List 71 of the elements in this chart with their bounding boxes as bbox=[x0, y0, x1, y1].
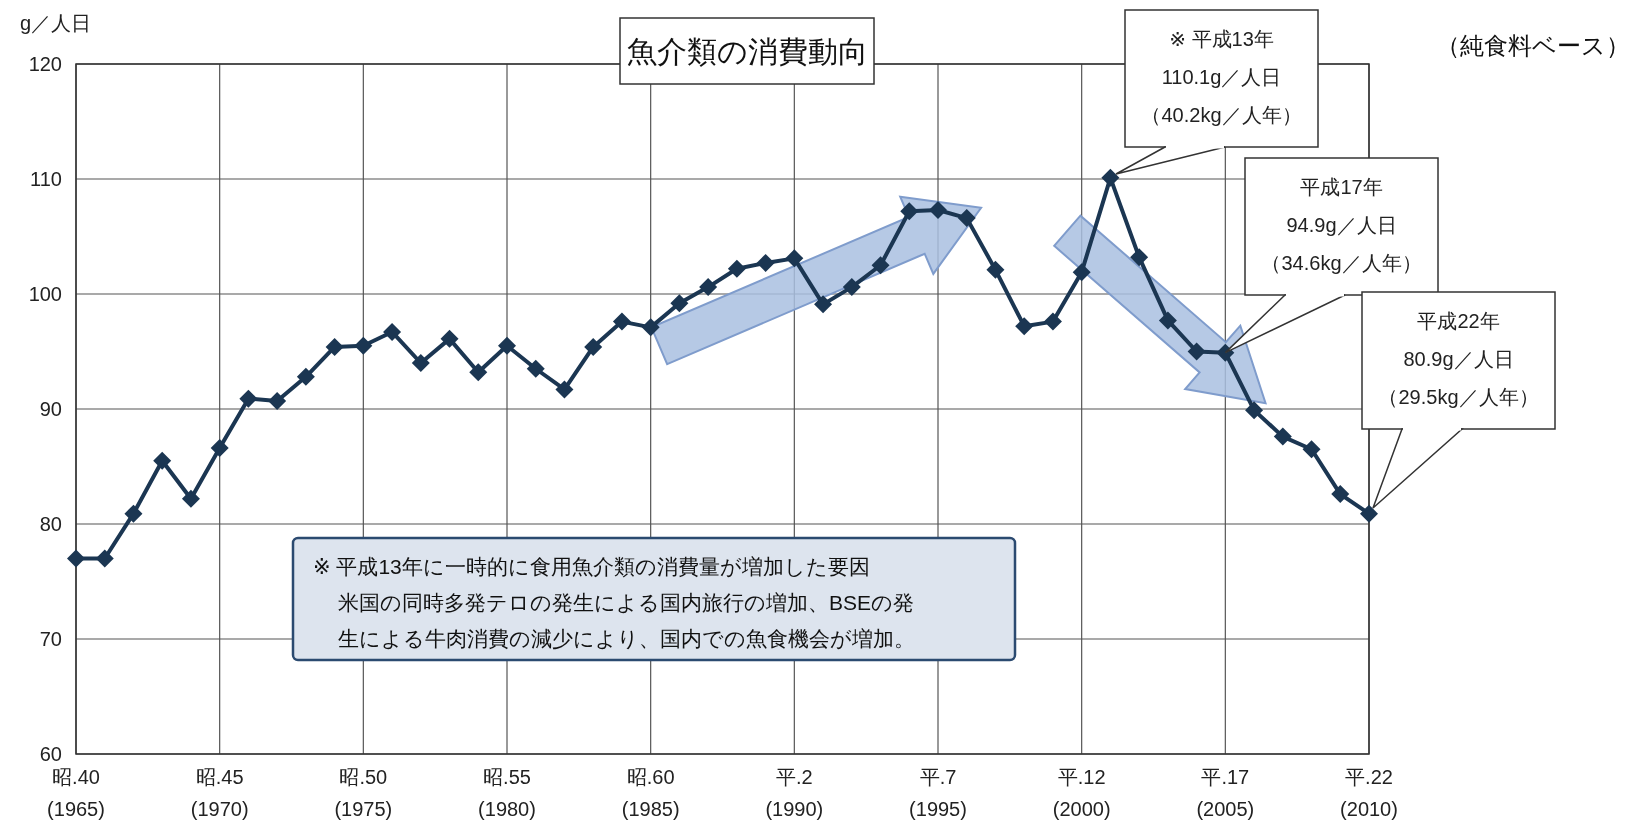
point bbox=[612, 312, 631, 331]
y-tick-label: 120 bbox=[28, 53, 62, 75]
point bbox=[383, 322, 402, 341]
x-tick-label: 平.2 (1990) bbox=[765, 766, 824, 820]
point bbox=[239, 389, 258, 408]
point bbox=[1331, 485, 1350, 504]
y-tick-label: 110 bbox=[30, 168, 62, 190]
text: （純食料ベース） bbox=[1436, 32, 1630, 59]
x-tick-label: 昭.55 (1980) bbox=[478, 766, 536, 820]
point bbox=[325, 337, 344, 356]
point bbox=[1130, 248, 1149, 267]
annotation: ※ 平成13年110.1g／人日（40.2kg／人年） bbox=[1141, 28, 1302, 126]
point bbox=[871, 256, 890, 275]
point bbox=[124, 504, 143, 523]
y-tick-label: 100 bbox=[28, 283, 62, 305]
x-tick-label: 昭.50 (1975) bbox=[334, 766, 393, 820]
y-tick-label: 90 bbox=[39, 398, 62, 420]
point bbox=[411, 354, 430, 372]
point bbox=[153, 451, 172, 470]
point bbox=[268, 391, 287, 410]
point bbox=[210, 439, 229, 458]
x-tick-label: 昭.60 (1985) bbox=[621, 766, 680, 820]
point bbox=[929, 201, 947, 220]
point bbox=[670, 294, 689, 313]
point bbox=[957, 209, 976, 228]
text: 平成22年80.9g／人日（29.5kg／人年） bbox=[1378, 310, 1539, 408]
y-tick-label: 80 bbox=[39, 513, 62, 535]
point bbox=[440, 329, 459, 348]
point bbox=[555, 380, 574, 399]
point bbox=[727, 259, 746, 278]
x-tick-label: 平.22 (2010) bbox=[1340, 766, 1398, 820]
point bbox=[498, 336, 516, 355]
point bbox=[1072, 263, 1091, 282]
point bbox=[1101, 168, 1120, 187]
point bbox=[756, 253, 775, 272]
point bbox=[1158, 311, 1177, 330]
point bbox=[699, 278, 718, 297]
point bbox=[1302, 440, 1321, 459]
x-tick-label: 平.17 (2005) bbox=[1196, 766, 1255, 820]
y-tick-label: 60 bbox=[39, 743, 62, 765]
point bbox=[296, 367, 315, 386]
point bbox=[526, 359, 545, 378]
chart-title: 魚介類の消費動向 bbox=[626, 35, 868, 68]
x-tick-label: 平.7 (1995) bbox=[909, 766, 967, 820]
point bbox=[67, 549, 85, 568]
point bbox=[354, 336, 373, 355]
point bbox=[641, 318, 660, 337]
point bbox=[1043, 312, 1062, 331]
point bbox=[584, 337, 603, 356]
point bbox=[1360, 504, 1378, 523]
point bbox=[1187, 342, 1206, 361]
point bbox=[1245, 401, 1264, 420]
point bbox=[1015, 317, 1034, 336]
annotation: 米国の同時多発テロの発生による国内旅行の増加、BSEの発生による牛肉消費の減少により、国内での魚食機会が増加。 bbox=[338, 591, 915, 650]
y-tick-label: 70 bbox=[39, 628, 62, 650]
point bbox=[814, 295, 833, 314]
point bbox=[469, 363, 488, 382]
point bbox=[900, 202, 919, 221]
point bbox=[986, 260, 1005, 279]
annotation: ※ 平成13年に一時的に食用魚介類の消費量が増加した要因 bbox=[313, 555, 870, 578]
point bbox=[842, 278, 861, 297]
point bbox=[181, 489, 200, 508]
point bbox=[1216, 343, 1235, 362]
point bbox=[785, 249, 804, 268]
x-tick-label: 昭.45 (1970) bbox=[190, 766, 249, 820]
point bbox=[1273, 427, 1292, 446]
point bbox=[95, 549, 114, 568]
annotation: 平成17年94.9g／人日（34.6kg／人年） bbox=[1261, 176, 1422, 274]
y-axis-title: g／人日 bbox=[20, 12, 92, 34]
x-tick-label: 平.12 (2000) bbox=[1052, 766, 1111, 820]
x-tick-label: 昭.40 (1965) bbox=[47, 766, 105, 820]
